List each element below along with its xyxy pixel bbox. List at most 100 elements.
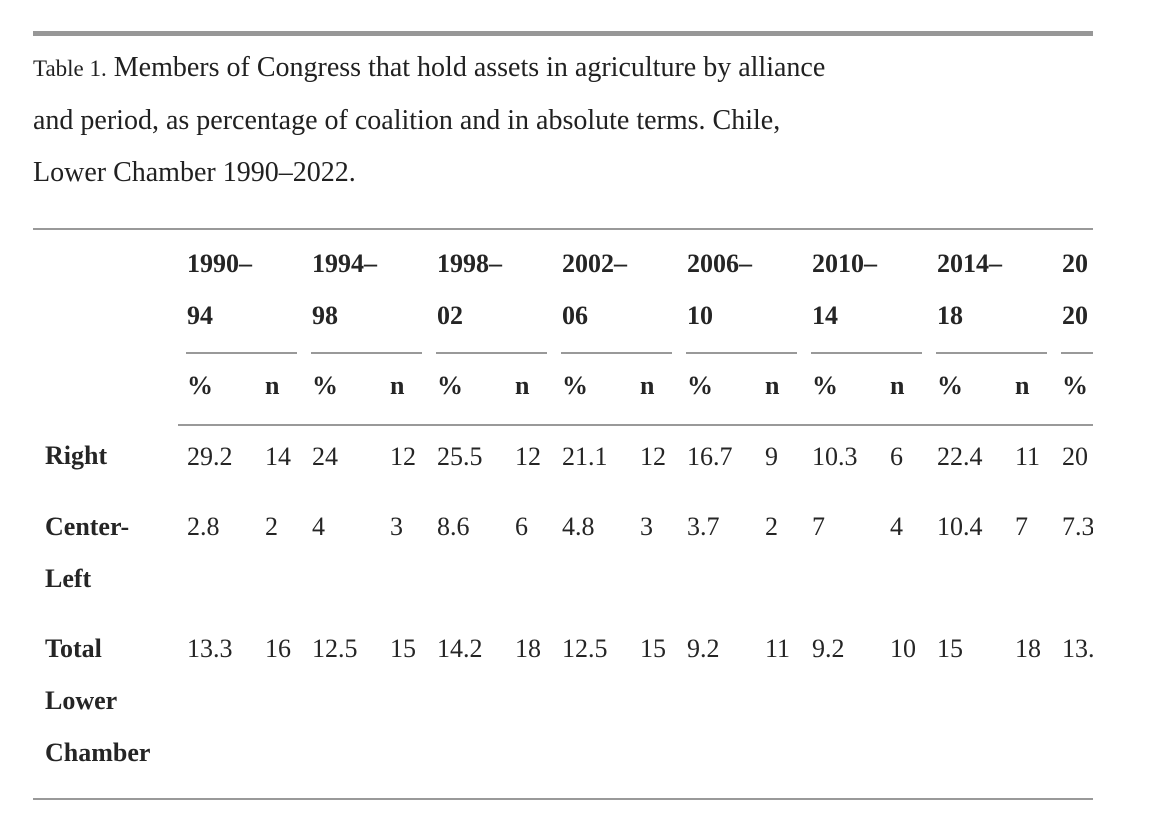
- row-label-right: Right: [33, 425, 178, 496]
- content-column: Table 1. Members of Congress that hold a…: [33, 31, 1093, 800]
- row-label-line: Left: [45, 564, 92, 593]
- row-label-center-left: Center- Left: [33, 496, 178, 618]
- value-cell: 14.2: [428, 618, 506, 800]
- row-label-total-lower-chamber: Total Lower Chamber: [33, 618, 178, 800]
- value-cell: 8.6: [437, 512, 470, 541]
- value-cell: 6: [890, 442, 903, 471]
- value-cell: 10.4: [937, 512, 983, 541]
- value-cell: 4: [312, 512, 325, 541]
- top-rule: [33, 31, 1093, 36]
- value-cell: 3: [390, 512, 403, 541]
- value-cell: 7.3: [1062, 512, 1093, 541]
- value-cell: 29.2: [187, 442, 233, 471]
- period-text: 14: [812, 301, 838, 330]
- n-header: n: [881, 354, 928, 426]
- stub-header-cell: [33, 228, 178, 425]
- value-cell: 12: [390, 442, 416, 471]
- value-cell: 9.2: [678, 618, 756, 800]
- row-label-line: Total: [45, 634, 102, 663]
- period-header-2018-22-clipped: 20 20: [1053, 228, 1093, 354]
- spanner-rule: [686, 352, 797, 354]
- table-caption: Table 1. Members of Congress that hold a…: [33, 42, 1093, 199]
- value-cell: 9: [765, 442, 778, 471]
- value-cell: 18: [506, 618, 553, 800]
- value-cell: 24: [312, 442, 338, 471]
- value-cell: 9.2: [803, 618, 881, 800]
- caption-line-2: and period, as percentage of coalition a…: [33, 105, 781, 136]
- value-cell: 7: [1015, 512, 1028, 541]
- value-cell: 11: [756, 618, 803, 800]
- value-cell: 4.8: [562, 512, 595, 541]
- value-cell: 25.5: [437, 442, 483, 471]
- period-header-2006-10: 2006– 10: [678, 228, 803, 354]
- period-header-2010-14: 2010– 14: [803, 228, 928, 354]
- period-header-2014-18: 2014– 18: [928, 228, 1053, 354]
- period-text: 94: [187, 301, 213, 330]
- spanner-rule: [936, 352, 1047, 354]
- value-cell: 12: [640, 442, 666, 471]
- value-cell: 2: [765, 512, 778, 541]
- value-cell: 2.8: [187, 512, 220, 541]
- period-text: 1994–: [312, 249, 377, 278]
- value-cell: 16: [256, 618, 303, 800]
- value-cell: 16.7: [687, 442, 733, 471]
- period-text: 2002–: [562, 249, 627, 278]
- table-clip-region: 1990– 94 1994– 98 1998– 02 2002– 06: [33, 228, 1093, 800]
- value-cell: 15: [631, 618, 678, 800]
- period-text: 2010–: [812, 249, 877, 278]
- period-text: 2014–: [937, 249, 1002, 278]
- value-cell: 6: [515, 512, 528, 541]
- row-label-line: Right: [45, 441, 108, 470]
- value-cell: 7: [812, 512, 825, 541]
- value-cell: 13.: [1053, 618, 1093, 800]
- pct-header: %: [428, 354, 506, 426]
- table-caption-label: Table 1.: [33, 56, 107, 81]
- period-text: 06: [562, 301, 588, 330]
- value-cell: 12.5: [303, 618, 381, 800]
- period-text: 1990–: [187, 249, 252, 278]
- period-text: 1998–: [437, 249, 502, 278]
- pct-header: %: [928, 354, 1006, 426]
- pct-header: %: [303, 354, 381, 426]
- value-cell: 14: [265, 442, 291, 471]
- subheader-row: % n % n % n % n % n % n % n %: [33, 354, 1093, 426]
- pct-header: %: [553, 354, 631, 426]
- congress-agriculture-table: 1990– 94 1994– 98 1998– 02 2002– 06: [33, 228, 1093, 800]
- period-header-1998-02: 1998– 02: [428, 228, 553, 354]
- value-cell: 3.7: [687, 512, 720, 541]
- period-text: 02: [437, 301, 463, 330]
- pct-header: %: [1053, 354, 1093, 426]
- spanner-rule: [561, 352, 672, 354]
- value-cell: 10: [881, 618, 928, 800]
- spanner-rule: [311, 352, 422, 354]
- spanner-rule: [1061, 352, 1093, 354]
- value-cell: 12: [515, 442, 541, 471]
- period-text: 20: [1062, 249, 1088, 278]
- table-row: Right 29.2 14 24 12 25.5 12 21.1 12 16.7…: [33, 425, 1093, 496]
- spanner-rule: [436, 352, 547, 354]
- caption-line-1: Members of Congress that hold assets in …: [113, 52, 826, 83]
- n-header: n: [756, 354, 803, 426]
- value-cell: 13.3: [178, 618, 256, 800]
- row-label-line: Chamber: [45, 738, 151, 767]
- spanner-rule: [811, 352, 922, 354]
- period-text: 98: [312, 301, 338, 330]
- period-text: 18: [937, 301, 963, 330]
- caption-line-3: Lower Chamber 1990–2022.: [33, 157, 356, 188]
- n-header: n: [256, 354, 303, 426]
- row-label-line: Lower: [45, 686, 118, 715]
- row-label-line: Center-: [45, 512, 130, 541]
- value-cell: 18: [1006, 618, 1053, 800]
- value-cell: 20: [1062, 442, 1088, 471]
- value-cell: 4: [890, 512, 903, 541]
- value-cell: 11: [1015, 442, 1041, 471]
- value-cell: 15: [928, 618, 1006, 800]
- value-cell: 3: [640, 512, 653, 541]
- n-header: n: [381, 354, 428, 426]
- pct-header: %: [803, 354, 881, 426]
- spanner-rule: [186, 352, 297, 354]
- n-header: n: [1006, 354, 1053, 426]
- value-cell: 15: [381, 618, 428, 800]
- pct-header: %: [178, 354, 256, 426]
